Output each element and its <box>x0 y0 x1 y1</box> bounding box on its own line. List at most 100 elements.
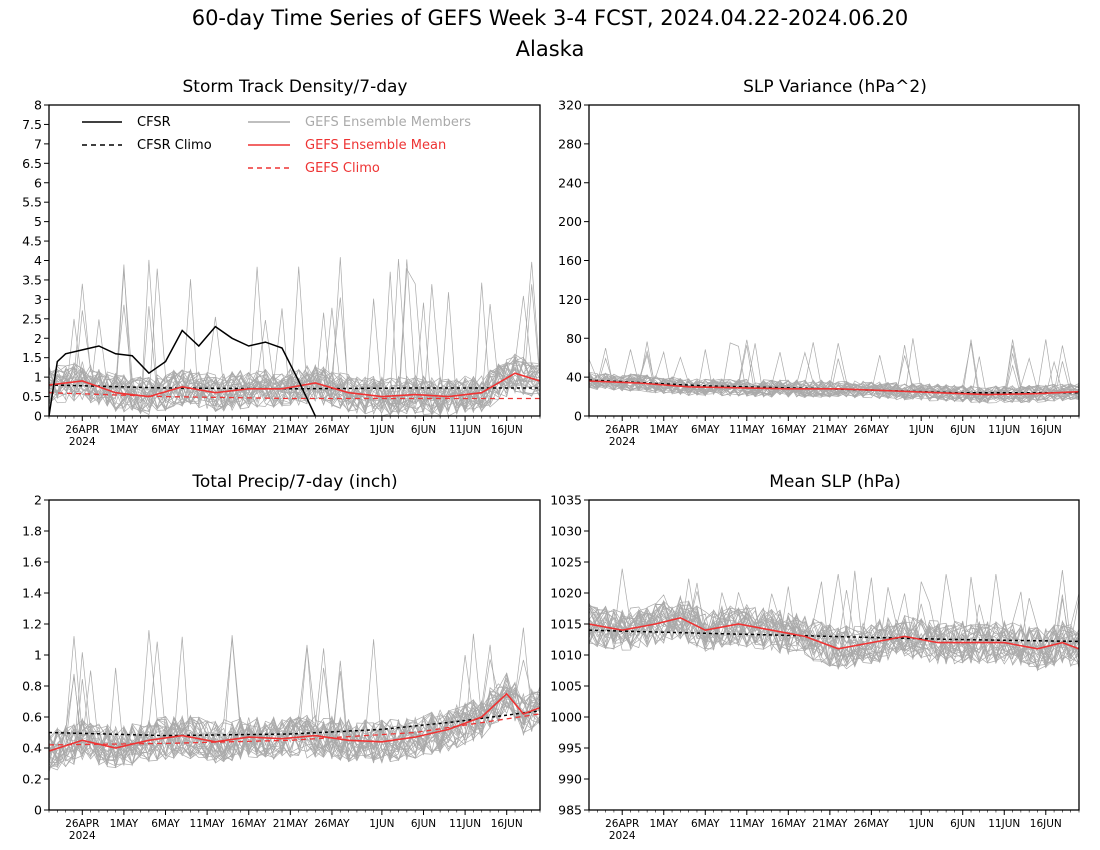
ensemble-member-line <box>589 375 1079 403</box>
x-tick-label: 16JUN <box>1030 818 1062 830</box>
y-tick-label: 1030 <box>550 524 582 539</box>
y-tick-label: 1020 <box>550 586 582 601</box>
y-tick-label: 985 <box>558 803 582 818</box>
legend-label-gefs-climo: GEFS Climo <box>305 161 380 176</box>
x-tick-label: 26APR <box>65 818 99 830</box>
cfsr-climo-line <box>49 384 540 390</box>
figure-subtitle: Alaska <box>516 37 585 61</box>
x-tick-label: 11MAY <box>190 818 226 830</box>
series-layer <box>589 568 1079 672</box>
panel-slp-variance: SLP Variance (hPa^2) 0 40 80 120 160 200 240 28… <box>558 77 1080 448</box>
legend-label-cfsr: CFSR <box>137 115 171 130</box>
legend-label-ens-mean: GEFS Ensemble Mean <box>305 138 446 153</box>
ensemble-member-line <box>589 586 1079 671</box>
x-tick-label: 26APR <box>65 424 99 436</box>
cfsr-climo-line <box>589 629 1079 643</box>
y-tick-label: 6.5 <box>22 156 42 171</box>
plot-frame <box>48 104 541 417</box>
y-tick-label: 1035 <box>550 493 582 508</box>
x-tick-label: 16JUN <box>491 424 523 436</box>
x-tick-label: 11JUN <box>449 818 481 830</box>
y-tick-label: 2 <box>34 331 42 346</box>
y-tick-label: 1.5 <box>22 350 42 365</box>
y-tick-label: 5 <box>34 214 42 229</box>
x-year-label: 2024 <box>69 830 96 842</box>
y-tick-label: 280 <box>558 136 582 151</box>
y-tick-label: 4 <box>34 253 42 268</box>
x-year-label: 2024 <box>609 436 636 448</box>
cfsr-climo-line <box>49 710 540 737</box>
y-tick-label: 5.5 <box>22 195 42 210</box>
y-tick-label: 0 <box>574 409 582 424</box>
panel-total-precip: Total Precip/7-day (inch) 0 0.2 0.4 0.6 0.8 1… <box>22 472 541 842</box>
panel-title: SLP Variance (hPa^2) <box>743 77 927 97</box>
y-tick-label: 995 <box>558 741 582 756</box>
x-tick-label: 21MAY <box>273 818 309 830</box>
y-tick-label: 0.5 <box>22 389 42 404</box>
x-tick-label: 1MAY <box>649 818 678 830</box>
ensemble-member-line <box>49 644 540 763</box>
ensemble-member-line <box>49 306 540 413</box>
legend: CFSR CFSR Climo GEFS Ensemble Members GE… <box>82 115 471 176</box>
x-tick-label: 1JUN <box>369 818 394 830</box>
x-year-label: 2024 <box>609 830 636 842</box>
series-layer <box>49 627 540 773</box>
y-tick-label: 0.8 <box>22 679 42 694</box>
ensemble-member-line <box>49 673 540 767</box>
y-tick-label: 0 <box>34 803 42 818</box>
y-tick-label: 4.5 <box>22 234 42 249</box>
y-tick-label: 1.6 <box>22 555 42 570</box>
series-layer <box>49 257 540 416</box>
x-tick-label: 16MAY <box>771 818 807 830</box>
ensemble-member-line <box>589 600 1079 667</box>
y-tick-label: 0.4 <box>22 741 42 756</box>
y-tick-label: 1015 <box>550 617 582 632</box>
ensemble-mean-line <box>589 616 1079 650</box>
y-tick-label: 160 <box>558 253 582 268</box>
plot-area: 0 0.2 0.4 0.6 0.8 1 1.2 1.4 1.6 1.8 2 26APR 1MAY 6MAY… <box>22 493 541 842</box>
y-tick-label: 0.6 <box>22 710 42 725</box>
x-tick-label: 11JUN <box>988 424 1020 436</box>
cfsr-line <box>49 325 316 416</box>
x-tick-label: 1JUN <box>909 818 934 830</box>
y-tick-label: 120 <box>558 292 582 307</box>
y-tick-label: 1.8 <box>22 524 42 539</box>
x-tick-label: 26APR <box>605 818 639 830</box>
ensemble-member-line <box>49 357 540 416</box>
x-tick-label: 26MAY <box>854 818 890 830</box>
gefs-climo-line <box>49 392 540 400</box>
ensemble-member-line <box>589 372 1079 403</box>
y-tick-label: 1.2 <box>22 617 42 632</box>
x-tick-label: 21MAY <box>812 424 848 436</box>
figure-title: 60-day Time Series of GEFS Week 3-4 FCST… <box>192 6 909 30</box>
x-tick-label: 21MAY <box>273 424 309 436</box>
x-tick-label: 6JUN <box>411 424 436 436</box>
y-tick-label: 7.5 <box>22 117 42 132</box>
ensemble-member-line <box>49 635 540 769</box>
ensemble-member-line <box>49 659 540 761</box>
plot-area: 0 0.5 1 1.5 2 2.5 3 3.5 4 4.5 5 5.5 6 6.5 7 7.5 8 26APR 1M… <box>22 98 541 448</box>
series-layer <box>589 338 1079 404</box>
y-tick-label: 8 <box>34 98 42 113</box>
y-tick-label: 240 <box>558 175 582 190</box>
y-tick-label: 40 <box>566 370 582 385</box>
x-tick-label: 1MAY <box>110 424 139 436</box>
y-tick-label: 1005 <box>550 679 582 694</box>
y-tick-label: 1.4 <box>22 586 42 601</box>
plot-area: 985 990 995 1000 1005 1010 1015 1020 1025 1030 103… <box>550 493 1080 842</box>
x-tick-label: 16MAY <box>771 424 807 436</box>
legend-label-members: GEFS Ensemble Members <box>305 115 471 130</box>
y-tick-label: 2.5 <box>22 311 42 326</box>
x-tick-label: 26APR <box>605 424 639 436</box>
x-tick-label: 26MAY <box>854 424 890 436</box>
ensemble-member-line <box>589 591 1079 668</box>
y-tick-label: 0.2 <box>22 772 42 787</box>
ensemble-mean-line <box>49 692 540 752</box>
x-tick-label: 16MAY <box>231 424 267 436</box>
y-tick-label: 990 <box>558 772 582 787</box>
x-year-label: 2024 <box>69 436 96 448</box>
x-tick-label: 11MAY <box>729 424 765 436</box>
x-tick-label: 6MAY <box>151 424 180 436</box>
x-tick-label: 21MAY <box>812 818 848 830</box>
